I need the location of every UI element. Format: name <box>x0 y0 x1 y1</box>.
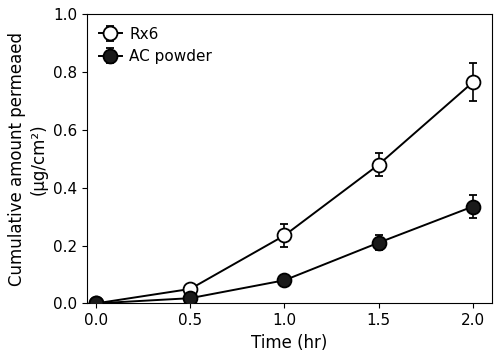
Y-axis label: Cumulative amount permeaed
(μg/cm²): Cumulative amount permeaed (μg/cm²) <box>8 32 47 286</box>
X-axis label: Time (hr): Time (hr) <box>251 334 328 352</box>
Legend: Rx6, AC powder: Rx6, AC powder <box>94 22 217 69</box>
